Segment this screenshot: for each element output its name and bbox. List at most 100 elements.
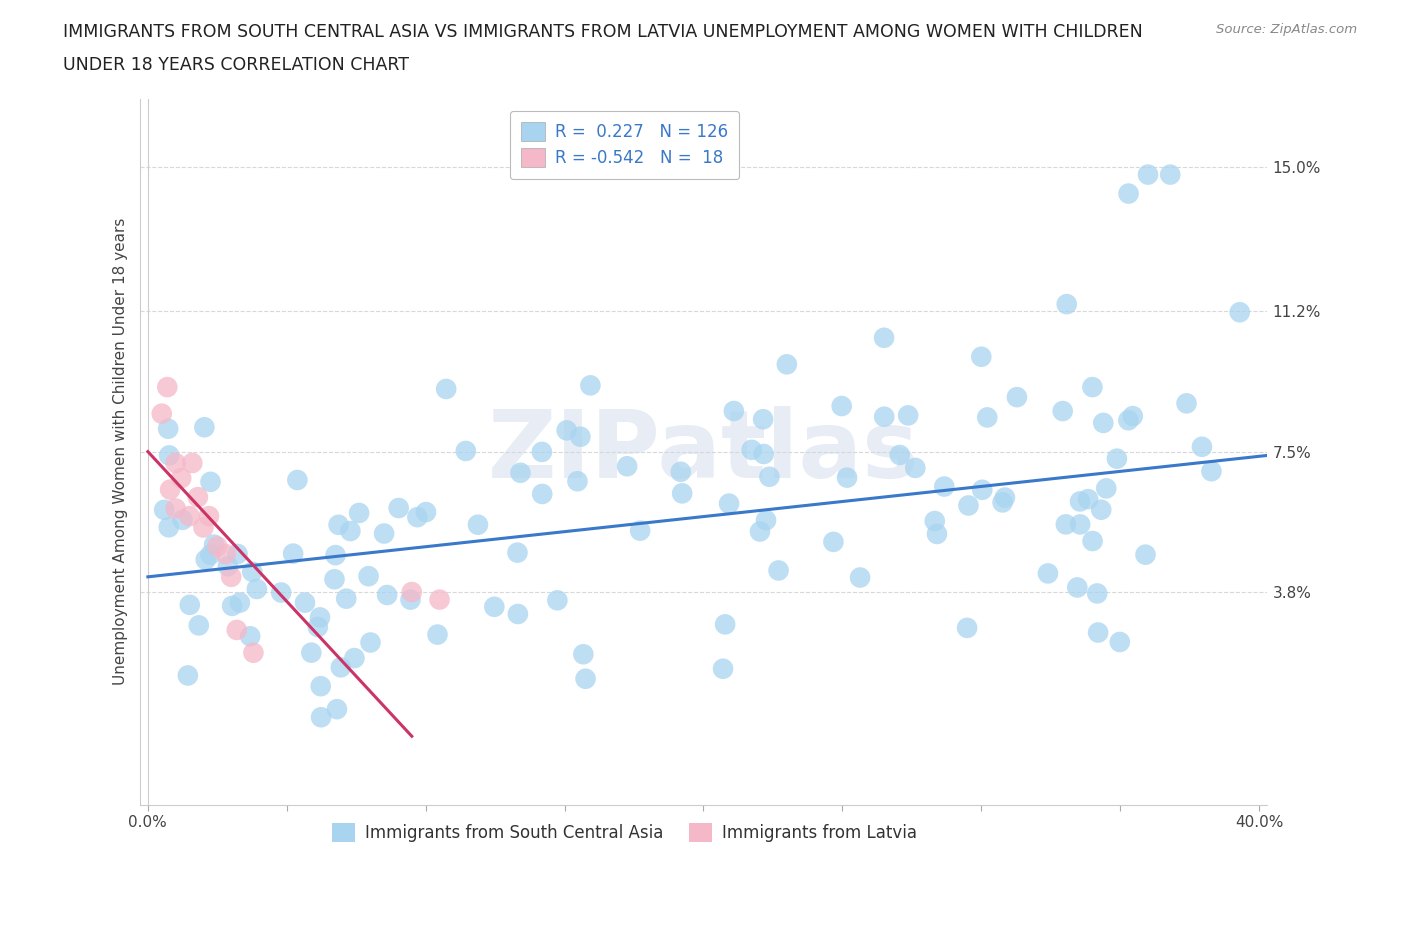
Point [1054, 517, 1077, 532]
Text: ZIPatlas: ZIPatlas [488, 405, 920, 498]
Point [193, 419, 215, 434]
Point [506, 545, 529, 560]
Point [1069, 494, 1091, 509]
Point [1108, 634, 1130, 649]
Point [179, 509, 201, 524]
Point [897, 408, 920, 423]
Point [225, 622, 247, 637]
Point [153, 502, 176, 517]
Point [1087, 625, 1109, 640]
Point [217, 559, 239, 574]
Text: UNDER 18 YEARS CORRELATION CHART: UNDER 18 YEARS CORRELATION CHART [63, 56, 409, 73]
Point [574, 671, 596, 686]
Point [1135, 547, 1157, 562]
Point [823, 535, 845, 550]
Point [375, 588, 398, 603]
Point [669, 464, 692, 479]
Point [388, 500, 411, 515]
Point [976, 410, 998, 425]
Point [198, 509, 221, 524]
Point [889, 447, 911, 462]
Point [752, 412, 775, 427]
Point [426, 627, 449, 642]
Point [509, 465, 531, 480]
Point [157, 448, 180, 463]
Point [530, 445, 553, 459]
Point [972, 483, 994, 498]
Point [326, 702, 349, 717]
Point [555, 423, 578, 438]
Point [429, 592, 451, 607]
Point [873, 330, 896, 345]
Point [1095, 481, 1118, 496]
Point [200, 547, 222, 562]
Point [454, 444, 477, 458]
Point [957, 498, 980, 513]
Point [723, 404, 745, 418]
Point [202, 538, 225, 552]
Point [219, 569, 242, 584]
Legend: Immigrants from South Central Asia, Immigrants from Latvia: Immigrants from South Central Asia, Immi… [325, 817, 924, 849]
Point [339, 524, 361, 538]
Point [628, 524, 651, 538]
Text: Source: ZipAtlas.com: Source: ZipAtlas.com [1216, 23, 1357, 36]
Point [1081, 379, 1104, 394]
Point [270, 585, 292, 600]
Point [831, 399, 853, 414]
Point [229, 595, 252, 610]
Point [335, 591, 357, 606]
Point [671, 485, 693, 500]
Point [873, 409, 896, 424]
Point [165, 501, 187, 516]
Point [181, 456, 204, 471]
Point [193, 520, 215, 535]
Point [226, 547, 249, 562]
Point [741, 443, 763, 458]
Point [343, 651, 366, 666]
Point [221, 598, 243, 613]
Point [399, 592, 422, 607]
Point [1005, 390, 1028, 405]
Point [299, 645, 322, 660]
Point [572, 646, 595, 661]
Point [328, 517, 350, 532]
Point [179, 597, 201, 612]
Point [309, 679, 332, 694]
Point [200, 474, 222, 489]
Point [214, 547, 236, 562]
Point [1118, 186, 1140, 201]
Point [159, 482, 181, 497]
Point [1201, 464, 1223, 479]
Point [309, 710, 332, 724]
Point [1175, 396, 1198, 411]
Point [1105, 451, 1128, 466]
Point [177, 668, 200, 683]
Point [406, 510, 429, 525]
Point [1069, 517, 1091, 532]
Point [1056, 297, 1078, 312]
Point [242, 645, 264, 660]
Point [157, 520, 180, 535]
Point [187, 490, 209, 505]
Point [567, 473, 589, 488]
Point [484, 599, 506, 614]
Point [156, 379, 179, 394]
Point [207, 539, 229, 554]
Text: IMMIGRANTS FROM SOUTH CENTRAL ASIA VS IMMIGRANTS FROM LATVIA UNEMPLOYMENT AMONG : IMMIGRANTS FROM SOUTH CENTRAL ASIA VS IM… [63, 23, 1143, 41]
Point [357, 569, 380, 584]
Point [281, 546, 304, 561]
Point [1159, 167, 1181, 182]
Point [1085, 586, 1108, 601]
Point [1052, 404, 1074, 418]
Point [165, 456, 187, 471]
Point [849, 570, 872, 585]
Point [755, 512, 778, 527]
Point [925, 526, 948, 541]
Point [329, 660, 352, 675]
Point [835, 471, 858, 485]
Point [1137, 167, 1160, 182]
Point [307, 619, 329, 634]
Point [1077, 492, 1099, 507]
Point [1122, 408, 1144, 423]
Point [240, 565, 263, 579]
